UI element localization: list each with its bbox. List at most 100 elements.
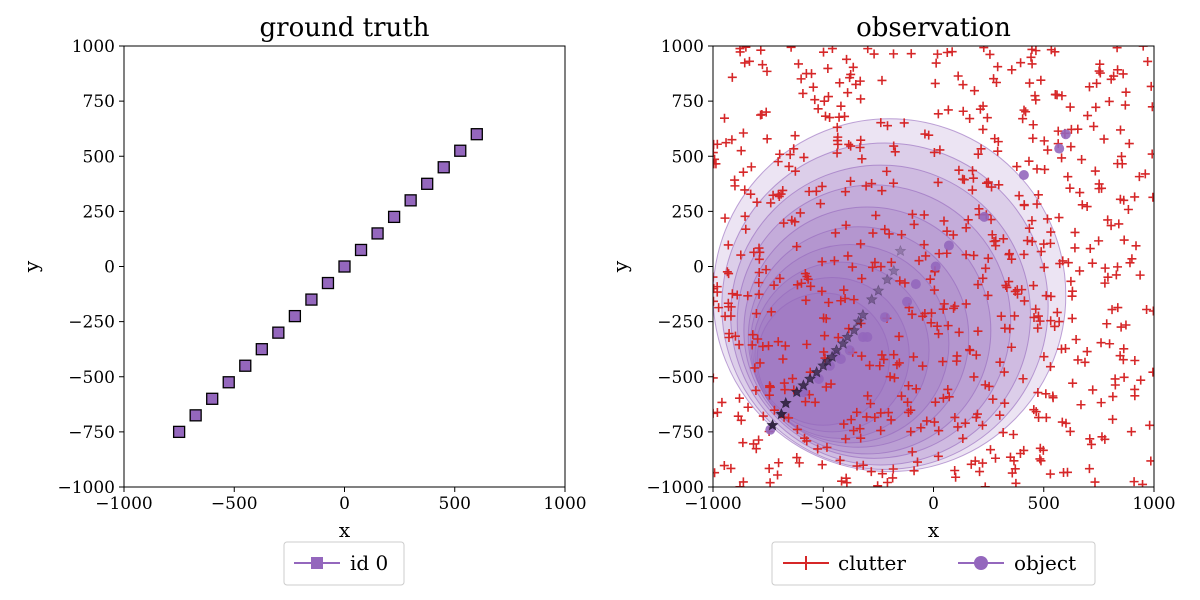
clutter-point [738, 128, 748, 138]
clutter-point [740, 58, 750, 68]
clutter-point [748, 330, 758, 340]
clutter-point [1095, 68, 1105, 78]
clutter-point [996, 311, 1006, 321]
clutter-series [713, 46, 1154, 487]
x-tick-label: 1000 [543, 494, 586, 514]
clutter-point [1088, 385, 1098, 395]
clutter-point [734, 340, 744, 350]
clutter-point [844, 139, 854, 149]
ground-truth-title: ground truth [260, 13, 430, 43]
clutter-point [1096, 398, 1106, 408]
clutter-point [993, 146, 1003, 156]
clutter-point [790, 166, 800, 176]
y-tick-label: 250 [672, 202, 704, 222]
clutter-point [756, 110, 766, 120]
clutter-point [723, 240, 733, 250]
clutter-point [1000, 398, 1010, 408]
clutter-point [884, 229, 894, 239]
ground-truth-point [371, 227, 384, 240]
clutter-point [755, 358, 765, 368]
clutter-point [951, 472, 961, 482]
clutter-point [849, 295, 859, 305]
clutter-point [848, 62, 858, 72]
clutter-point [877, 350, 887, 360]
clutter-point [779, 218, 789, 228]
clutter-point [1033, 323, 1043, 333]
clutter-point [789, 144, 799, 154]
clutter-point [813, 104, 823, 114]
clutter-point [1118, 69, 1128, 79]
clutter-point [1073, 124, 1083, 134]
clutter-point [904, 381, 914, 391]
estimate-star [887, 264, 900, 276]
observation-legend: clutter object [771, 541, 1096, 586]
clutter-point [1102, 319, 1112, 329]
clutter-point [969, 86, 979, 96]
clutter-point [840, 294, 850, 304]
clutter-point [1084, 464, 1094, 474]
clutter-point [1038, 445, 1048, 455]
clutter-point [778, 185, 788, 195]
clutter-point [1090, 166, 1100, 176]
clutter-point [829, 256, 839, 266]
clutter-point [773, 470, 783, 480]
clutter-point [724, 269, 734, 279]
clutter-point [1039, 136, 1049, 146]
clutter-point [1119, 372, 1129, 382]
clutter-point [924, 130, 934, 140]
clutter-point [1007, 65, 1017, 75]
estimate-star [790, 385, 803, 398]
clutter-point [1126, 427, 1136, 437]
clutter-point [866, 399, 876, 409]
estimate-star [804, 372, 816, 385]
clutter-point [785, 150, 795, 160]
clutter-point [869, 49, 879, 59]
clutter-point [961, 299, 971, 309]
clutter-point [983, 290, 993, 300]
clutter-point [1018, 374, 1028, 384]
clutter-point [727, 135, 737, 145]
y-tick-label: 500 [83, 147, 115, 167]
clutter-point [1022, 236, 1032, 246]
clutter-point [922, 416, 932, 426]
clutter-point [1121, 320, 1131, 330]
clutter-point [1039, 352, 1049, 362]
clutter-point [1045, 362, 1055, 372]
clutter-point [1094, 66, 1104, 76]
clutter-point [1105, 339, 1115, 349]
clutter-point [823, 92, 833, 102]
clutter-point [868, 228, 878, 238]
clutter-point [1042, 214, 1052, 224]
object-point [1060, 129, 1071, 140]
clutter-point [740, 211, 750, 221]
clutter-point [911, 384, 921, 394]
clutter-point [931, 58, 941, 68]
clutter-point [1035, 316, 1045, 326]
clutter-point [978, 273, 988, 283]
clutter-point [933, 177, 943, 187]
clutter-point [982, 178, 992, 188]
clutter-point [1119, 235, 1129, 245]
clutter-point [943, 321, 953, 331]
clutter-point [998, 428, 1008, 438]
estimate-star [852, 315, 865, 327]
clutter-point [985, 49, 995, 59]
clutter-point [738, 167, 748, 177]
clutter-point [813, 444, 823, 454]
y-tick-label: 250 [83, 202, 115, 222]
x-tick-label: 500 [1028, 494, 1060, 514]
clutter-point [796, 74, 806, 84]
clutter-point [1027, 216, 1037, 226]
clutter-point [862, 412, 872, 422]
clutter-point [906, 49, 916, 59]
clutter-point [1015, 448, 1025, 458]
clutter-point [1076, 400, 1086, 410]
clutter-point [1045, 469, 1055, 479]
clutter-point [950, 412, 960, 422]
x-tick-label: 0 [928, 494, 939, 514]
clutter-point [888, 178, 898, 188]
clutter-point [754, 289, 764, 299]
clutter-point [1082, 202, 1092, 212]
clutter-point [1053, 126, 1063, 136]
clutter-point [868, 262, 878, 272]
